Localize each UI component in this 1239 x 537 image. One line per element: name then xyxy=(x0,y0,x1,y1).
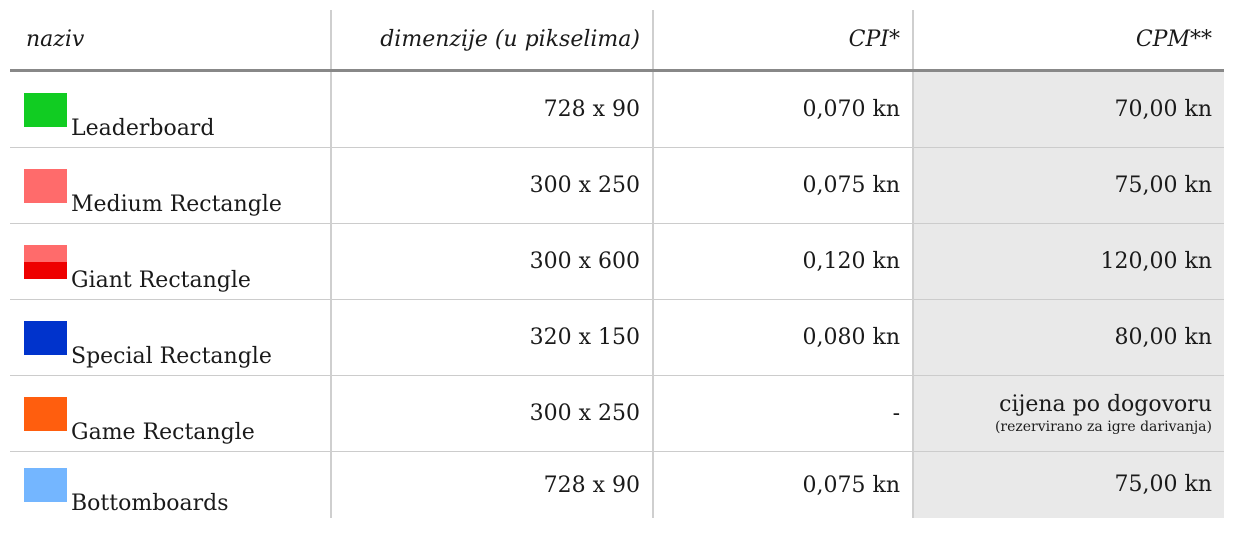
header-naziv: naziv xyxy=(10,10,331,71)
dimensions-cell: 320 x 150 xyxy=(331,300,653,376)
ad-name: Special Rectangle xyxy=(71,344,272,369)
header-dimenzije: dimenzije (u pikselima) xyxy=(331,10,653,71)
table-row: Bottomboards 728 x 90 0,075 kn 75,00 kn xyxy=(10,452,1224,519)
name-cell: Leaderboard xyxy=(10,71,331,148)
cpm-cell: 80,00 kn xyxy=(913,300,1224,376)
cpm-cell: 120,00 kn xyxy=(913,224,1224,300)
ad-name: Leaderboard xyxy=(71,116,214,141)
color-swatch-icon xyxy=(24,468,67,502)
table-body: Leaderboard 728 x 90 0,070 kn 70,00 kn M… xyxy=(10,71,1224,519)
color-swatch-icon xyxy=(24,397,67,431)
name-cell: Special Rectangle xyxy=(10,300,331,376)
name-cell: Bottomboards xyxy=(10,452,331,519)
cpm-value: 70,00 kn xyxy=(926,97,1212,123)
dimensions-cell: 300 x 250 xyxy=(331,148,653,224)
table-row: Game Rectangle 300 x 250 - cijena po dog… xyxy=(10,376,1224,452)
ad-pricing-table: naziv dimenzije (u pikselima) CPI* CPM**… xyxy=(10,10,1224,518)
cpi-cell: 0,070 kn xyxy=(653,71,913,148)
table-header: naziv dimenzije (u pikselima) CPI* CPM** xyxy=(10,10,1224,71)
swatch-top xyxy=(24,245,67,262)
cpi-cell: 0,075 kn xyxy=(653,148,913,224)
cpm-note: (rezervirano za igre darivanja) xyxy=(926,418,1212,436)
cpi-cell: 0,120 kn xyxy=(653,224,913,300)
color-swatch-icon xyxy=(24,245,67,279)
header-cpm: CPM** xyxy=(913,10,1224,71)
ad-name: Medium Rectangle xyxy=(71,192,282,217)
ad-name: Bottomboards xyxy=(71,491,229,516)
cpm-value: 75,00 kn xyxy=(926,173,1212,199)
dimensions-cell: 300 x 250 xyxy=(331,376,653,452)
table-row: Special Rectangle 320 x 150 0,080 kn 80,… xyxy=(10,300,1224,376)
cpm-value: cijena po dogovoru xyxy=(926,392,1212,418)
cpm-cell: 75,00 kn xyxy=(913,148,1224,224)
cpm-cell: 75,00 kn xyxy=(913,452,1224,519)
dimensions-cell: 300 x 600 xyxy=(331,224,653,300)
name-cell: Medium Rectangle xyxy=(10,148,331,224)
name-cell: Giant Rectangle xyxy=(10,224,331,300)
cpm-cell: 70,00 kn xyxy=(913,71,1224,148)
cpm-value: 80,00 kn xyxy=(926,325,1212,351)
color-swatch-icon xyxy=(24,321,67,355)
header-cpi: CPI* xyxy=(653,10,913,71)
cpi-cell: 0,080 kn xyxy=(653,300,913,376)
cpi-cell: 0,075 kn xyxy=(653,452,913,519)
color-swatch-icon xyxy=(24,93,67,127)
dimensions-cell: 728 x 90 xyxy=(331,452,653,519)
swatch-bottom xyxy=(24,262,67,279)
cpm-value: 120,00 kn xyxy=(926,249,1212,275)
cpm-cell: cijena po dogovoru (rezervirano za igre … xyxy=(913,376,1224,452)
header-row: naziv dimenzije (u pikselima) CPI* CPM** xyxy=(10,10,1224,71)
name-cell: Game Rectangle xyxy=(10,376,331,452)
cpi-cell: - xyxy=(653,376,913,452)
ad-name: Game Rectangle xyxy=(71,420,255,445)
table-row: Medium Rectangle 300 x 250 0,075 kn 75,0… xyxy=(10,148,1224,224)
dimensions-cell: 728 x 90 xyxy=(331,71,653,148)
table-row: Leaderboard 728 x 90 0,070 kn 70,00 kn xyxy=(10,71,1224,148)
ad-name: Giant Rectangle xyxy=(71,268,251,293)
color-swatch-icon xyxy=(24,169,67,203)
cpm-value: 75,00 kn xyxy=(926,472,1212,498)
table-row: Giant Rectangle 300 x 600 0,120 kn 120,0… xyxy=(10,224,1224,300)
